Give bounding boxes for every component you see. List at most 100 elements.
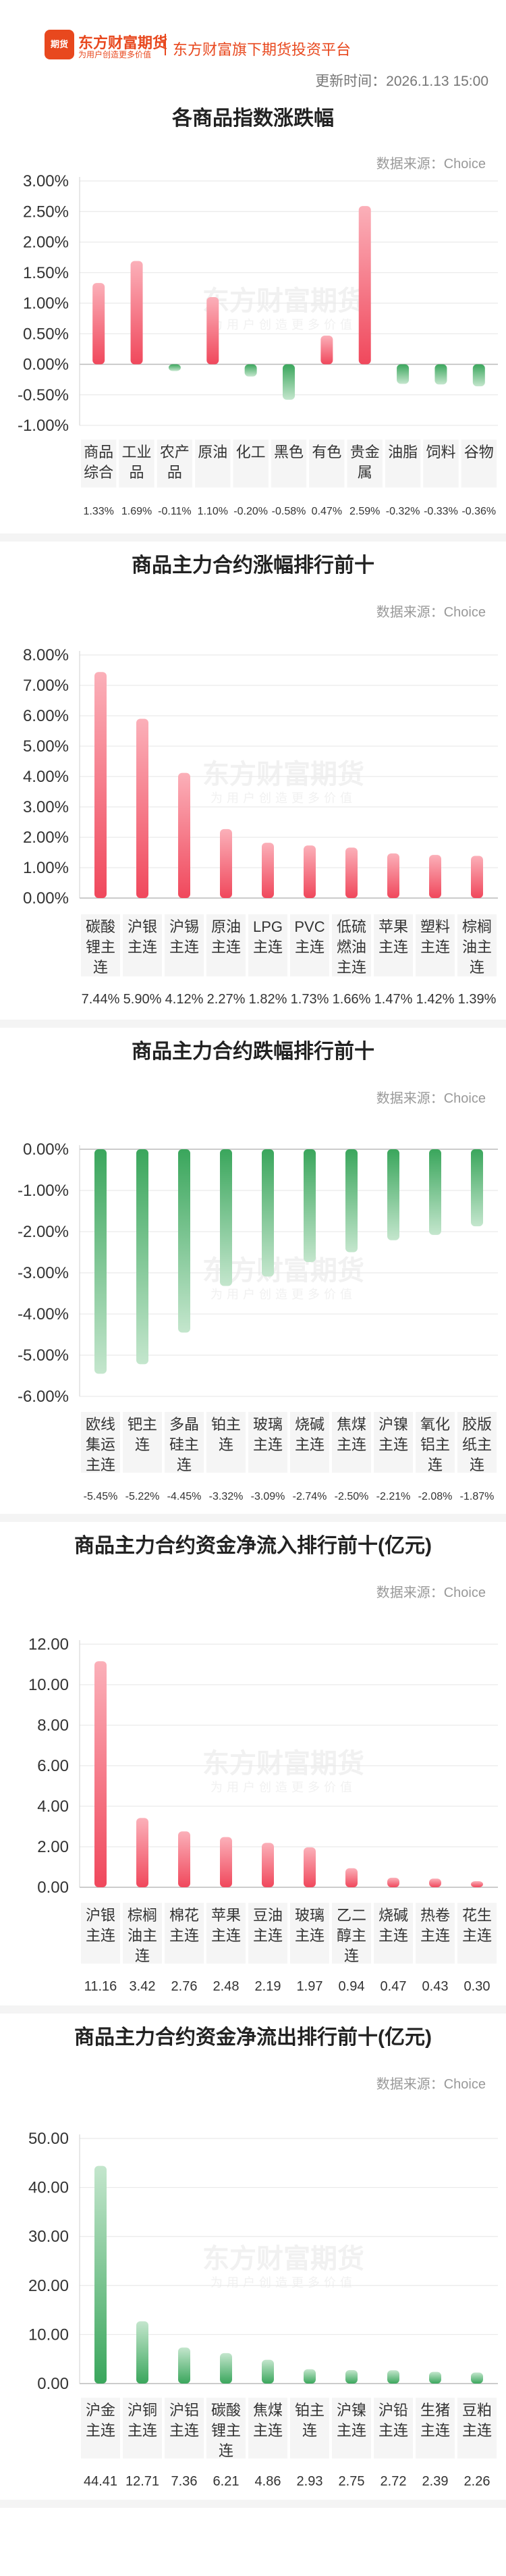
y-tick-label: 6.00% — [23, 707, 69, 725]
bar — [429, 1149, 441, 1235]
data-value-label: -0.36% — [461, 506, 496, 517]
x-category-label: 锂主 — [86, 939, 115, 955]
x-category-label: 纸主 — [462, 1436, 492, 1453]
data-value-label: 2.76 — [171, 1979, 198, 1994]
x-category-label: 连 — [219, 2442, 233, 2459]
bar — [220, 829, 232, 898]
watermark-text: 东方财富期货 — [202, 760, 364, 789]
bar — [304, 845, 316, 898]
category-label-box — [457, 914, 497, 976]
x-category-label: 油主 — [128, 1927, 157, 1944]
x-category-label: 沪金 — [86, 2402, 115, 2419]
bar — [168, 364, 181, 371]
x-category-label: 黑色 — [274, 444, 304, 461]
data-value-label: 7.44% — [82, 992, 120, 1007]
x-category-label: 生猪 — [420, 2402, 450, 2419]
y-tick-label: 10.00 — [28, 2325, 69, 2344]
data-value-label: 1.73% — [291, 992, 329, 1007]
category-label-box — [374, 914, 413, 976]
x-category-label: 沪铝 — [169, 2402, 199, 2419]
bar — [220, 1837, 232, 1887]
x-category-label: 主连 — [378, 2422, 408, 2439]
x-category-label: 主连 — [211, 1927, 241, 1944]
x-category-label: 连 — [470, 1456, 484, 1473]
bar — [387, 1877, 399, 1887]
x-category-label: 农产 — [160, 444, 190, 461]
data-value-label: 2.59% — [349, 506, 380, 517]
data-value-label: 7.36 — [171, 2474, 198, 2489]
category-label-box — [248, 914, 287, 976]
category-label-box — [416, 1903, 455, 1964]
category-label-box — [290, 2398, 329, 2459]
category-label-box — [123, 2398, 162, 2459]
data-source-label: 数据来源：Choice — [376, 605, 486, 620]
x-category-label: 主连 — [420, 2422, 450, 2439]
y-tick-label: -0.50% — [18, 386, 69, 404]
x-category-label: 工业 — [122, 444, 152, 461]
data-value-label: 2.26 — [464, 2474, 490, 2489]
x-category-label: 沪银 — [86, 1907, 115, 1924]
y-tick-label: 12.00 — [28, 1635, 69, 1654]
data-value-label: -0.58% — [272, 506, 306, 517]
x-category-label: 铂主 — [295, 2402, 325, 2419]
bar — [358, 206, 371, 365]
watermark-text: 东方财富期货 — [202, 286, 364, 316]
x-category-label: 谷物 — [464, 444, 494, 461]
bar — [94, 1149, 107, 1374]
x-category-label: 主连 — [169, 939, 199, 955]
data-value-label: -5.22% — [125, 1491, 160, 1502]
x-category-label: 连 — [470, 959, 484, 976]
bar — [220, 2352, 232, 2384]
data-value-label: 1.69% — [121, 506, 152, 517]
x-category-label: 主连 — [337, 1436, 366, 1453]
bar — [262, 1843, 274, 1887]
x-category-label: 玻璃 — [253, 1416, 283, 1433]
category-label-box — [457, 1412, 497, 1473]
category-label-box — [332, 914, 371, 976]
x-category-label: 主连 — [253, 1927, 283, 1944]
watermark-subtext: 为用户创造更多价值 — [210, 791, 356, 805]
category-label-box — [374, 2398, 413, 2459]
x-category-label: 主连 — [378, 1436, 408, 1453]
data-value-label: 3.42 — [130, 1979, 156, 1994]
data-value-label: -2.08% — [418, 1491, 453, 1502]
category-label-box — [81, 440, 117, 488]
x-category-label: 苹果 — [378, 918, 408, 935]
x-category-label: 沪银 — [128, 918, 157, 935]
y-tick-label: 0.00 — [37, 2375, 69, 2393]
data-source-label: 数据来源：Choice — [376, 1091, 486, 1106]
x-category-label: 棕榈 — [462, 918, 492, 935]
category-label-box — [81, 1903, 120, 1964]
category-label-box — [81, 914, 120, 976]
category-label-box — [290, 914, 329, 976]
category-label-box — [157, 440, 193, 488]
bar — [136, 1149, 148, 1365]
y-tick-label: 10.00 — [28, 1676, 69, 1694]
chart-title: 各商品指数涨跌幅 — [172, 107, 334, 130]
bar — [471, 2372, 483, 2384]
x-category-label: 焦煤 — [253, 2402, 283, 2419]
bar — [178, 1149, 190, 1333]
data-value-label: -1.87% — [460, 1491, 495, 1502]
data-value-label: -0.11% — [158, 506, 192, 517]
y-tick-label: -2.00% — [18, 1223, 69, 1241]
category-label-box — [271, 440, 307, 488]
chart-title: 商品主力合约跌幅排行前十 — [132, 1041, 374, 1063]
bar — [136, 1818, 148, 1887]
x-category-label: 主连 — [128, 2422, 157, 2439]
y-tick-label: 1.00% — [23, 294, 69, 313]
watermark-subtext: 为用户创造更多价值 — [210, 318, 356, 332]
x-category-label: 豆粕 — [462, 2402, 492, 2419]
x-category-label: 主连 — [253, 2422, 283, 2439]
category-label-box — [374, 1412, 413, 1473]
x-category-label: 连 — [219, 1436, 233, 1453]
x-category-label: 化工 — [236, 444, 266, 461]
x-category-label: 主连 — [86, 1456, 115, 1473]
x-category-label: 原油 — [211, 918, 241, 935]
x-category-label: 碳酸 — [86, 918, 115, 935]
x-category-label: 主连 — [86, 1927, 115, 1944]
x-category-label: 主连 — [253, 939, 283, 955]
x-category-label: 碳酸 — [211, 2402, 241, 2419]
